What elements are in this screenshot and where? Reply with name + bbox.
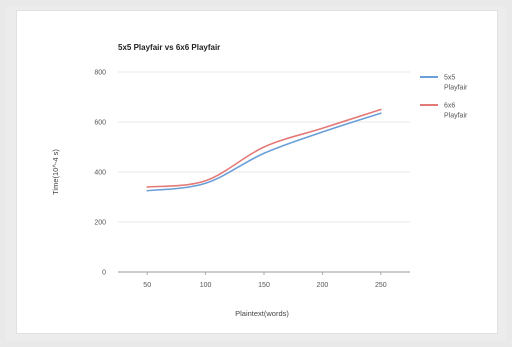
x-tick-label: 200	[317, 282, 329, 289]
x-tick-label: 50	[143, 282, 151, 289]
legend-label: 5x5	[444, 75, 455, 82]
legend: 5x5 Playfair 6x6 Playfair	[420, 75, 468, 120]
y-tick-label: 400	[94, 170, 106, 177]
y-axis-label: Time(10^-4 s)	[51, 149, 60, 195]
legend-label: Playfair	[444, 85, 468, 92]
y-tick-label: 0	[102, 270, 106, 277]
y-tick-label: 200	[94, 220, 106, 227]
legend-label: Playfair	[444, 113, 468, 120]
legend-label: 6x6	[444, 103, 455, 110]
x-tick-label: 250	[375, 282, 387, 289]
series-layer	[146, 108, 382, 192]
y-tick-label: 600	[94, 120, 106, 127]
x-tick-label: 150	[258, 282, 270, 289]
series-line-2	[146, 108, 382, 188]
series-line-1	[146, 112, 382, 192]
chart-title: 5x5 Playfair vs 6x6 Playfair	[118, 43, 220, 52]
axis-layer: 800 600 400 200 0 50 100 150 200 250	[94, 70, 386, 290]
x-tick-label: 100	[200, 282, 212, 289]
y-tick-label: 800	[94, 70, 106, 77]
grid-layer	[118, 71, 410, 273]
x-axis-label: Plaintext(words)	[235, 309, 289, 318]
